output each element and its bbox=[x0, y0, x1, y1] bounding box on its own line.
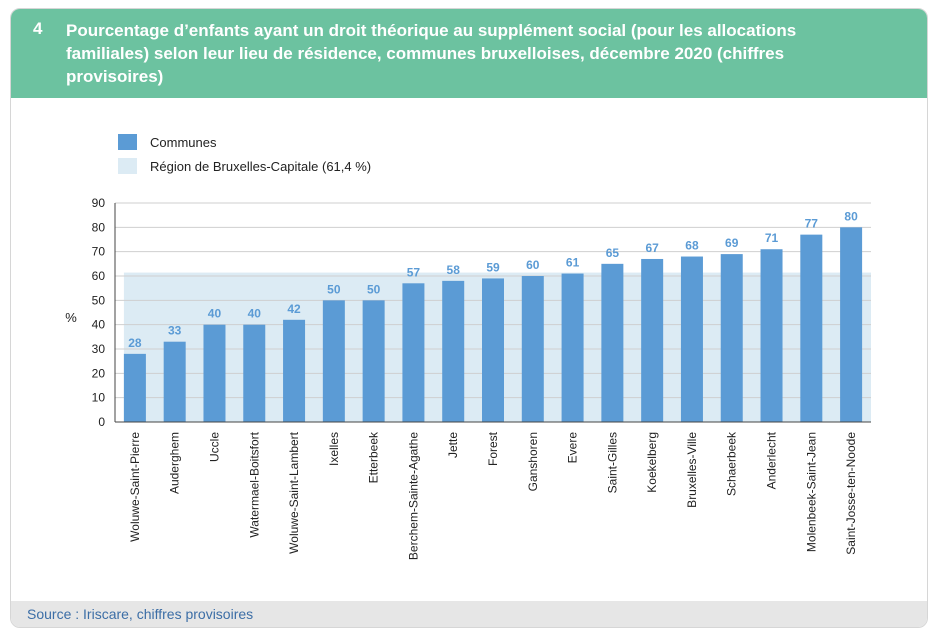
bar-chart: Communes Région de Bruxelles-Capitale (6… bbox=[65, 134, 872, 560]
bar-value-label: 69 bbox=[725, 236, 739, 250]
y-tick-label: 90 bbox=[92, 196, 106, 210]
bar bbox=[760, 249, 783, 422]
plot-area: 0 10 20 30 40 50 60 70 80 90% 28 Woluwe-Saint-Pierr… bbox=[65, 196, 872, 560]
category-label: Evere bbox=[566, 432, 580, 464]
category-label: Forest bbox=[486, 431, 500, 466]
bar bbox=[283, 319, 306, 422]
category-label: Berchem-Sainte-Agathe bbox=[406, 432, 420, 560]
bar-value-label: 40 bbox=[248, 307, 262, 321]
source-note: Source : Iriscare, chiffres provisoires bbox=[27, 606, 254, 622]
category-label: Molenbeek-Saint-Jean bbox=[804, 432, 818, 552]
bar-value-label: 67 bbox=[645, 241, 659, 255]
bar bbox=[482, 278, 504, 422]
category-label: Anderlecht bbox=[765, 431, 779, 489]
bar bbox=[442, 280, 465, 422]
y-tick-label: 80 bbox=[92, 220, 106, 234]
legend: Communes Région de Bruxelles-Capitale (6… bbox=[118, 134, 371, 174]
legend-region-swatch bbox=[118, 158, 137, 174]
bar-value-label: 58 bbox=[447, 263, 461, 277]
chart-area: Communes Région de Bruxelles-Capitale (6… bbox=[11, 98, 927, 601]
category-label: Koekelberg bbox=[645, 432, 659, 493]
y-tick-label: 70 bbox=[92, 245, 106, 259]
y-tick-label: 30 bbox=[92, 342, 106, 356]
bar bbox=[720, 254, 743, 422]
category-label: Woluwe-Saint-Lambert bbox=[287, 431, 301, 553]
y-tick-label: 60 bbox=[92, 269, 106, 283]
bar bbox=[123, 353, 146, 422]
category-label: Woluwe-Saint-Pierre bbox=[128, 432, 142, 542]
bar-value-label: 61 bbox=[566, 256, 580, 270]
bar bbox=[840, 227, 863, 422]
y-axis-label: % bbox=[65, 310, 77, 325]
figure-header: 4 Pourcentage d’enfants ayant un droit t… bbox=[11, 9, 927, 98]
category-label: Etterbeek bbox=[367, 431, 381, 483]
legend-region-label: Région de Bruxelles-Capitale (61,4 %) bbox=[150, 159, 371, 174]
bar bbox=[561, 273, 584, 422]
bar-value-label: 77 bbox=[805, 217, 819, 231]
category-label: Ixelles bbox=[327, 432, 341, 466]
bar bbox=[521, 276, 544, 422]
figure-card: 4 Pourcentage d’enfants ayant un droit t… bbox=[10, 8, 928, 628]
figure-number: 4 bbox=[33, 19, 43, 38]
bar bbox=[402, 283, 425, 422]
category-label: Uccle bbox=[207, 432, 221, 462]
legend-bar-swatch bbox=[118, 134, 137, 150]
y-tick-label: 10 bbox=[92, 391, 106, 405]
bar bbox=[163, 341, 186, 422]
y-tick-label: 40 bbox=[92, 318, 106, 332]
bar bbox=[601, 263, 624, 422]
figure-title: Pourcentage d’enfants ayant un droit thé… bbox=[66, 21, 797, 86]
y-tick-label: 0 bbox=[98, 415, 105, 429]
category-label: Saint-Gilles bbox=[605, 432, 619, 493]
bar-value-label: 40 bbox=[208, 307, 222, 321]
bar-value-label: 33 bbox=[168, 324, 182, 338]
bar bbox=[680, 256, 703, 422]
bar bbox=[203, 324, 226, 422]
legend-bar-label: Communes bbox=[150, 135, 217, 150]
bar-value-label: 42 bbox=[287, 302, 301, 316]
bar bbox=[243, 324, 266, 422]
y-tick-label: 20 bbox=[92, 366, 106, 380]
bar bbox=[322, 300, 345, 422]
category-label: Watermael-Boitsfort bbox=[247, 431, 261, 537]
bar bbox=[800, 234, 823, 422]
category-label: Saint-Josse-ten-Noode bbox=[844, 432, 858, 555]
bar-value-label: 68 bbox=[685, 239, 699, 253]
category-label: Ganshoren bbox=[526, 432, 540, 491]
category-label: Jette bbox=[446, 432, 460, 458]
bar-value-label: 80 bbox=[844, 209, 858, 223]
y-tick-label: 50 bbox=[92, 293, 106, 307]
bar-value-label: 57 bbox=[407, 265, 421, 279]
bar-value-label: 50 bbox=[327, 282, 341, 296]
footer: Source : Iriscare, chiffres provisoires bbox=[11, 601, 927, 627]
bar bbox=[641, 258, 664, 422]
category-label: Bruxelles-Ville bbox=[685, 432, 699, 508]
category-label: Auderghem bbox=[168, 432, 182, 494]
category-label: Schaerbeek bbox=[725, 431, 739, 496]
bar bbox=[362, 300, 385, 422]
bar-value-label: 60 bbox=[526, 258, 540, 272]
bar-value-label: 28 bbox=[128, 336, 142, 350]
bar-value-label: 50 bbox=[367, 282, 381, 296]
bar-value-label: 65 bbox=[606, 246, 620, 260]
bar-value-label: 71 bbox=[765, 231, 779, 245]
bar-value-label: 59 bbox=[486, 260, 500, 274]
